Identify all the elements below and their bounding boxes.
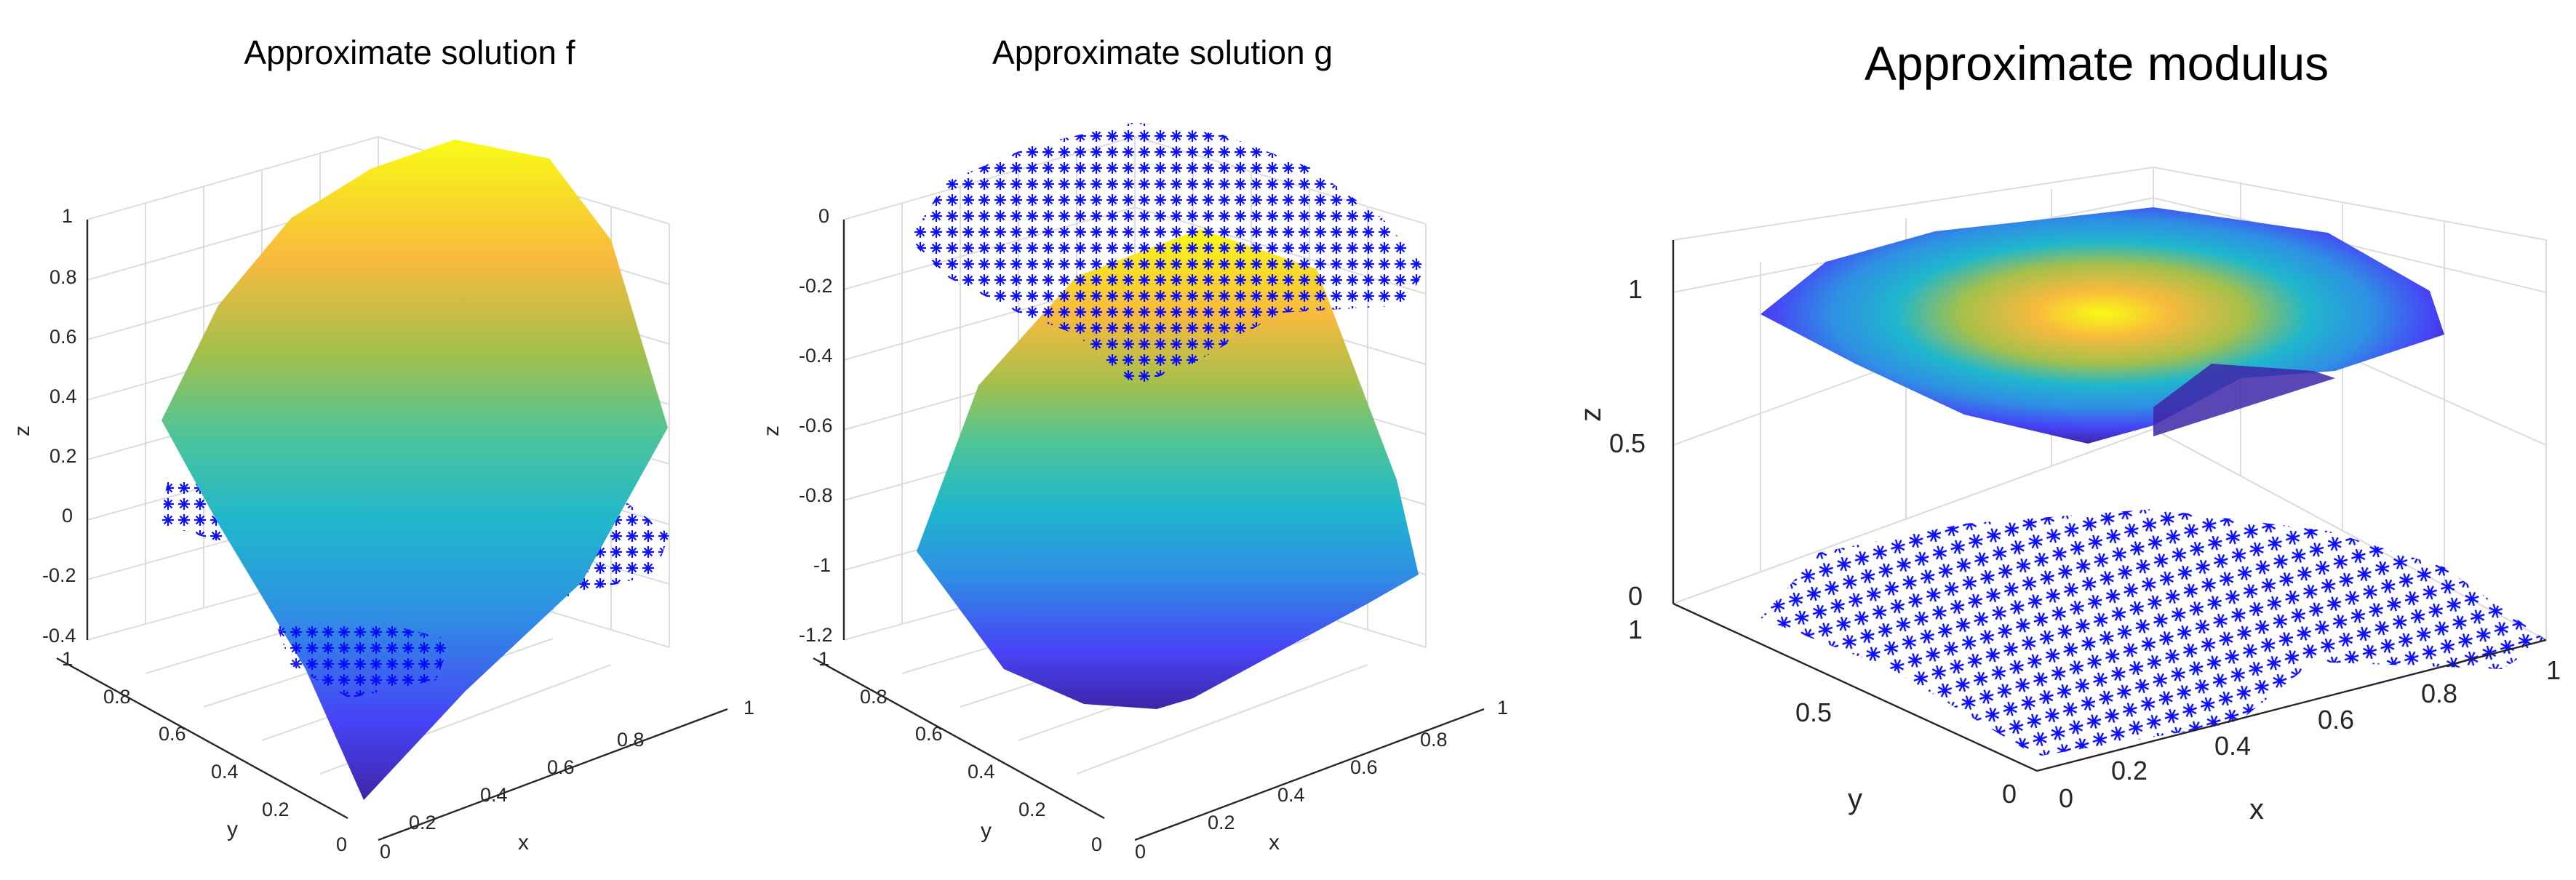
x-axis-label-modulus: x	[2249, 793, 2264, 825]
z-axis-label-modulus: z	[1575, 407, 1607, 422]
y-tick-label: 0.2	[262, 799, 290, 820]
z-tick-label: 1	[62, 205, 73, 227]
scatter-points-modulus	[1760, 509, 2546, 756]
x-axis-label-f: x	[518, 831, 529, 855]
x-tick-label: 1	[743, 697, 754, 719]
z-ticks-g: 0 -0.2 -0.4 -0.6 -0.8 -1 -1.2	[799, 205, 833, 646]
x-ticks-modulus: 0 0.2 0.4 0.6 0.8 1	[2059, 655, 2561, 813]
chart-title-modulus: Approximate modulus	[1865, 36, 2329, 90]
y-axis-f	[56, 657, 348, 820]
x-tick-label: 0.4	[2214, 731, 2251, 761]
x-tick-label: 0.2	[2111, 756, 2148, 785]
y-axis-g	[813, 657, 1105, 820]
z-tick-label: 0.2	[49, 445, 77, 467]
panel-modulus: Approximate modulus 1 0.5 0 z 1 0.5 0 y …	[1575, 36, 2561, 825]
chart-title-f: Approximate solution f	[244, 33, 575, 71]
panel-solution-f: Approximate solution f 1 0.8 0.6 0.4 0.2…	[10, 33, 754, 863]
surface-modulus	[1760, 207, 2444, 444]
panel-solution-g: Approximate solution g 0 -0.2 -0.4 -0.6 …	[759, 33, 1508, 863]
y-tick-label: 0.8	[860, 686, 888, 708]
x-tick-label: 1	[1497, 697, 1508, 719]
z-tick-label: -0.2	[799, 275, 833, 297]
x-tick-label: 0	[2059, 783, 2073, 813]
x-tick-label: 0.8	[1420, 729, 1448, 751]
z-tick-label: 1	[1628, 274, 1643, 304]
z-tick-label: -1.2	[799, 624, 833, 646]
z-tick-label: -0.4	[799, 345, 833, 367]
y-tick-label: 1	[62, 648, 73, 670]
y-tick-label: 0	[336, 833, 347, 855]
z-tick-label: 0.6	[49, 326, 77, 348]
surface-modulus-fold	[2153, 364, 2335, 436]
y-ticks-f: 1 0.8 0.6 0.4 0.2 0	[62, 648, 347, 855]
x-axis-modulus	[2036, 639, 2547, 772]
x-ticks-g: 0 0.2 0.4 0.6 0.8 1	[1135, 697, 1508, 863]
y-ticks-modulus: 1 0.5 0	[1628, 615, 2017, 809]
x-tick-label: 0.4	[480, 784, 508, 806]
x-tick-label: 0	[1135, 841, 1146, 863]
x-axis-g	[1134, 708, 1485, 841]
x-tick-label: 0.4	[1277, 784, 1305, 806]
z-tick-label: -0.8	[799, 484, 833, 506]
z-tick-label: 0.5	[1609, 428, 1646, 458]
surface-g	[917, 229, 1419, 709]
z-tick-label: 0	[1628, 581, 1643, 611]
z-tick-label: 0.8	[49, 266, 77, 288]
surface-f	[162, 140, 668, 800]
y-tick-label: 0.8	[103, 686, 131, 708]
y-tick-label: 0	[2002, 779, 2017, 809]
scatter-points-g	[909, 122, 1426, 385]
y-axis-label-modulus: y	[1848, 783, 1862, 815]
x-axis-label-g: x	[1269, 831, 1280, 855]
chart-title-g: Approximate solution g	[992, 33, 1333, 71]
z-tick-label: -0.4	[42, 625, 76, 647]
x-tick-label: 0.8	[617, 729, 645, 751]
y-tick-label: 1	[818, 648, 829, 670]
z-tick-label: -0.2	[42, 564, 76, 586]
z-ticks-modulus: 1 0.5 0	[1609, 274, 1646, 611]
y-tick-label: 0.6	[159, 723, 186, 745]
y-tick-label: 0.2	[1018, 799, 1046, 820]
y-axis-label-g: y	[981, 819, 992, 843]
x-axis-f	[378, 708, 728, 841]
z-tick-label: 0.4	[49, 385, 77, 407]
x-tick-label: 1	[2546, 655, 2561, 685]
z-tick-label: -1	[813, 554, 831, 576]
y-axis-modulus	[1672, 602, 2038, 772]
y-ticks-g: 1 0.8 0.6 0.4 0.2 0	[818, 648, 1102, 855]
z-tick-label: 0	[818, 205, 829, 227]
z-axis-label-g: z	[759, 425, 783, 436]
x-tick-label: 0	[380, 841, 391, 863]
x-tick-label: 0.8	[2421, 679, 2457, 708]
y-tick-label: 0.6	[915, 723, 943, 745]
x-tick-label: 0.6	[547, 756, 575, 778]
z-tick-label: -0.6	[799, 415, 833, 436]
z-ticks-f: 1 0.8 0.6 0.4 0.2 0 -0.2 -0.4	[42, 205, 77, 647]
x-ticks-f: 0 0.2 0.4 0.6 0.8 1	[380, 697, 754, 863]
y-tick-label: 0.4	[968, 761, 995, 783]
y-axis-label-f: y	[227, 817, 238, 841]
x-tick-label: 0.6	[1350, 756, 1378, 778]
x-tick-label: 0.2	[1208, 812, 1235, 833]
x-tick-label: 0.6	[2318, 705, 2354, 735]
y-tick-label: 0.4	[211, 761, 239, 783]
z-axis-label-f: z	[10, 425, 34, 436]
x-tick-label: 0.2	[409, 812, 436, 833]
y-tick-label: 1	[1628, 615, 1643, 644]
z-tick-label: 0	[62, 505, 73, 527]
y-tick-label: 0	[1091, 833, 1102, 855]
y-tick-label: 0.5	[1795, 697, 1832, 727]
scatter-points-f-front	[276, 622, 451, 698]
